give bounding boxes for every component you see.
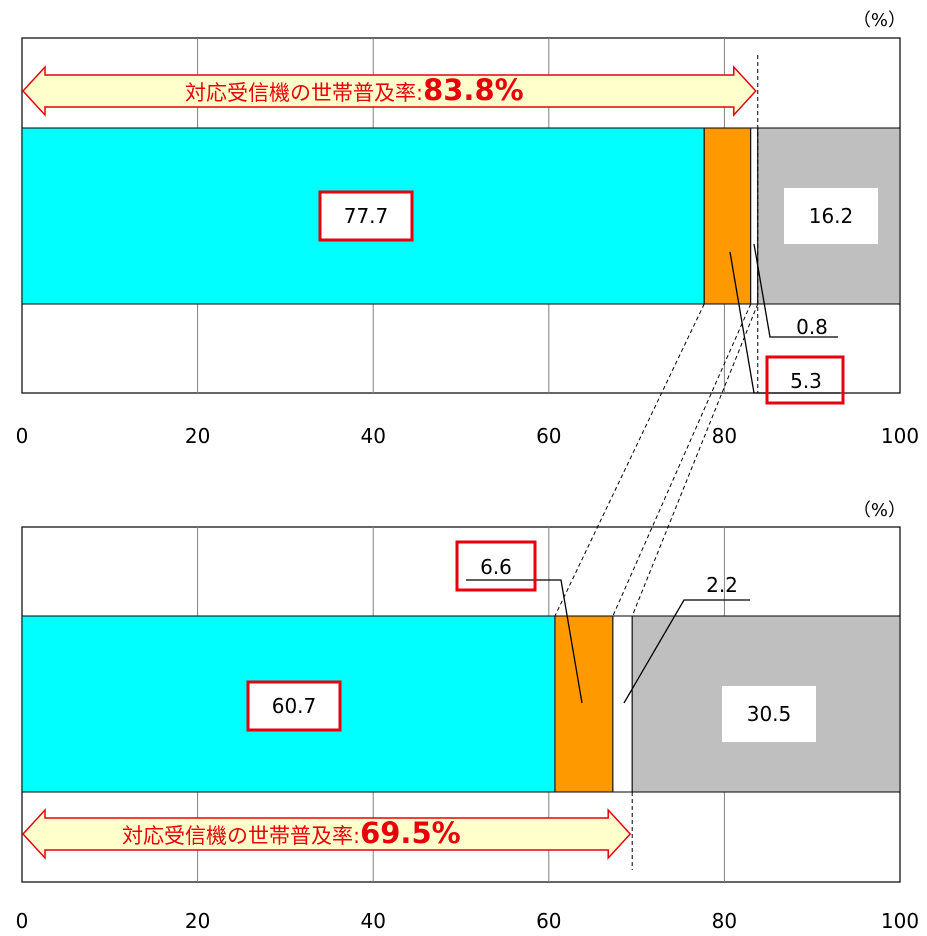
- value-label: 16.2: [809, 204, 854, 228]
- x-tick-label: 0: [16, 909, 29, 933]
- chart-bottom: 対応受信機の世帯普及率:69.5% 60.7 6.6 2.2 30.5 0 20 40 60 80…: [16, 500, 919, 933]
- x-tick-label: 80: [712, 424, 737, 448]
- highlight-box: [246, 680, 342, 732]
- value-label: 30.5: [747, 702, 792, 726]
- x-tick-label: 40: [360, 909, 385, 933]
- x-tick-label: 100: [881, 909, 919, 933]
- value-label: 5.3: [790, 369, 822, 393]
- penetration-arrow: [21, 65, 757, 117]
- penetration-rate-text: 対応受信機の世帯普及率:69.5%: [122, 816, 461, 850]
- connector-line: [554, 303, 705, 617]
- bar-segment: [612, 615, 633, 793]
- x-tick-label: 80: [712, 909, 737, 933]
- leader-line: [466, 579, 583, 704]
- leader-line: [623, 599, 750, 704]
- highlight-box: [765, 355, 845, 405]
- penetration-rate-value: 69.5%: [360, 816, 461, 850]
- unit-label: （%）: [853, 10, 906, 31]
- value-label-box: [784, 188, 878, 244]
- penetration-rate-value: 83.8%: [423, 73, 524, 107]
- value-label-box: [722, 686, 816, 742]
- x-tick-label: 0: [16, 424, 29, 448]
- penetration-rate-label: 対応受信機の世帯普及率:: [122, 824, 360, 848]
- x-tick-label: 40: [360, 424, 385, 448]
- value-label: 60.7: [272, 694, 317, 718]
- bar-segment: [703, 127, 752, 305]
- value-label: 77.7: [344, 204, 389, 228]
- connector-line: [612, 303, 752, 617]
- leader-line: [753, 243, 838, 338]
- highlight-box: [455, 540, 537, 592]
- bar-segment: [750, 127, 759, 305]
- x-tick-label: 20: [185, 424, 210, 448]
- value-label: 2.2: [706, 573, 738, 597]
- x-tick-label: 100: [881, 424, 919, 448]
- penetration-arrow: [21, 808, 632, 860]
- connector-line: [631, 303, 759, 617]
- highlight-box: [318, 190, 414, 242]
- unit-label: （%）: [853, 500, 906, 521]
- penetration-rate-label: 対応受信機の世帯普及率:: [185, 81, 423, 105]
- connector-lines: [554, 303, 759, 617]
- value-label: 0.8: [796, 315, 828, 339]
- x-tick-label: 20: [185, 909, 210, 933]
- x-tick-label: 60: [536, 424, 561, 448]
- chart-top: 対応受信機の世帯普及率:83.8% 77.7 5.3 0.8 16.2 0 20 40 60 80…: [16, 10, 919, 448]
- bar-segment: [554, 615, 614, 793]
- leader-line: [729, 251, 840, 394]
- value-label: 6.6: [480, 555, 512, 579]
- x-tick-label: 60: [536, 909, 561, 933]
- penetration-rate-text: 対応受信機の世帯普及率:83.8%: [185, 73, 524, 107]
